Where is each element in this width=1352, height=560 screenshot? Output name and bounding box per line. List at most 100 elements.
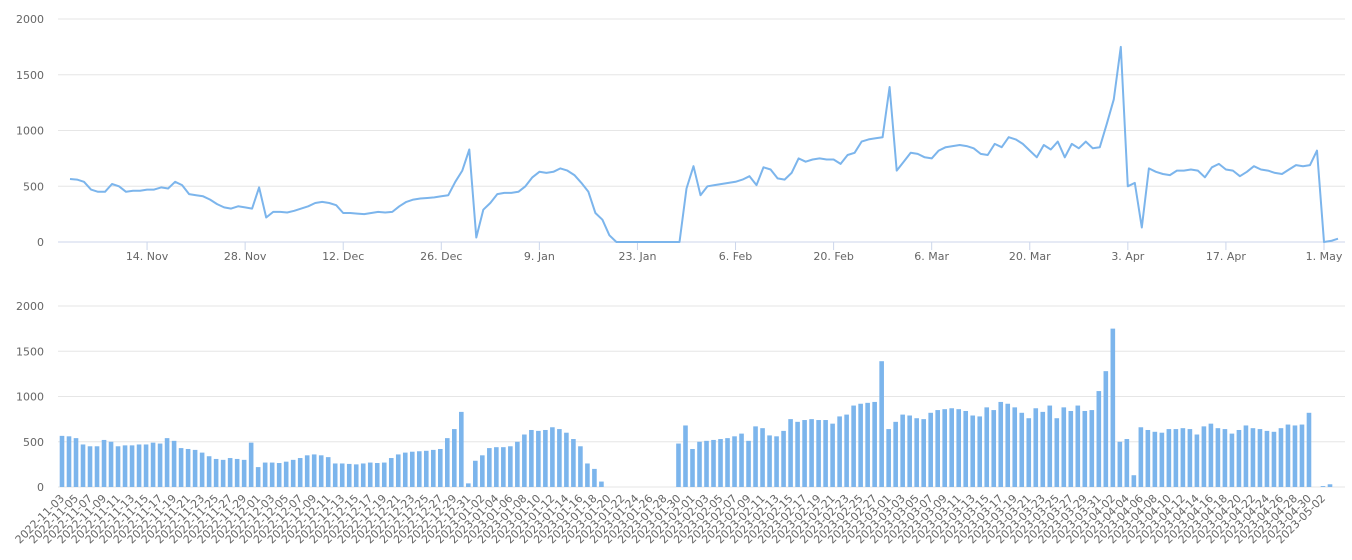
bar bbox=[1159, 432, 1165, 487]
bar bbox=[339, 463, 345, 487]
bar bbox=[1131, 475, 1137, 487]
bar bbox=[914, 418, 919, 487]
bar bbox=[1082, 410, 1088, 487]
bar bbox=[466, 483, 471, 487]
bar bbox=[1005, 403, 1011, 487]
bar bbox=[409, 451, 415, 487]
bar bbox=[1012, 407, 1018, 487]
bar bbox=[1278, 428, 1284, 487]
bar bbox=[206, 456, 212, 487]
bar bbox=[802, 420, 807, 487]
bar bbox=[739, 433, 744, 487]
bar bbox=[1110, 328, 1116, 487]
bar bbox=[1054, 418, 1060, 487]
bar bbox=[129, 445, 135, 487]
bar bbox=[213, 458, 219, 487]
bar bbox=[1236, 429, 1242, 487]
x-tick-label: 6. Feb bbox=[719, 250, 752, 263]
bar bbox=[171, 440, 177, 487]
y-tick-label: 0 bbox=[37, 481, 44, 494]
bar bbox=[332, 463, 338, 487]
bar bbox=[690, 448, 695, 487]
bar bbox=[963, 410, 969, 487]
bar bbox=[823, 420, 828, 487]
bar bbox=[1306, 412, 1312, 487]
bar bbox=[1180, 428, 1186, 487]
bar bbox=[1285, 424, 1291, 487]
bar bbox=[1173, 429, 1179, 487]
bar bbox=[115, 446, 121, 487]
bar bbox=[1271, 431, 1277, 487]
bar bbox=[1201, 426, 1207, 487]
x-tick-label: 26. Dec bbox=[420, 250, 462, 263]
x-tick-label: 20. Mar bbox=[1009, 250, 1051, 263]
bar bbox=[998, 401, 1004, 487]
bar bbox=[157, 443, 163, 487]
bar bbox=[1299, 424, 1305, 487]
y-tick-label: 500 bbox=[23, 436, 44, 449]
bar bbox=[1040, 411, 1046, 487]
bar bbox=[423, 450, 429, 487]
bar bbox=[304, 455, 310, 487]
bar bbox=[1068, 410, 1074, 487]
y-tick-label: 1000 bbox=[16, 391, 44, 404]
bar bbox=[977, 416, 983, 487]
bar bbox=[459, 411, 464, 487]
bar bbox=[1117, 441, 1123, 487]
bar bbox=[367, 462, 373, 487]
bar bbox=[199, 452, 205, 487]
bar bbox=[704, 440, 709, 487]
bar bbox=[360, 463, 366, 487]
bar bbox=[318, 455, 324, 487]
bar bbox=[725, 438, 730, 487]
bar bbox=[353, 464, 359, 487]
bar bbox=[73, 438, 79, 487]
bar bbox=[178, 448, 184, 487]
bar bbox=[1187, 429, 1193, 487]
bar bbox=[788, 419, 793, 487]
bar bbox=[711, 439, 716, 487]
bar bbox=[487, 448, 492, 487]
bar bbox=[445, 438, 450, 487]
bar bbox=[599, 481, 604, 487]
bar bbox=[136, 444, 142, 487]
bar bbox=[858, 403, 863, 487]
bar bbox=[1145, 429, 1151, 487]
y-tick-label: 2000 bbox=[16, 13, 44, 26]
bar bbox=[374, 463, 380, 487]
bar bbox=[297, 458, 303, 487]
bar bbox=[437, 448, 443, 487]
x-tick-label: 1. May bbox=[1306, 250, 1343, 263]
bar bbox=[1047, 405, 1053, 487]
bar bbox=[1103, 371, 1109, 487]
bar bbox=[1327, 484, 1333, 487]
bar bbox=[1138, 427, 1144, 487]
bar bbox=[683, 425, 688, 487]
bar bbox=[1089, 410, 1095, 487]
bar bbox=[676, 443, 681, 487]
bar bbox=[262, 462, 268, 487]
bar bbox=[753, 426, 758, 487]
bar bbox=[942, 409, 947, 487]
bar bbox=[283, 461, 289, 487]
bar bbox=[592, 468, 597, 487]
y-tick-label: 1000 bbox=[16, 125, 44, 138]
bar bbox=[1264, 430, 1270, 487]
bar bbox=[1215, 428, 1221, 487]
x-tick-label: 23. Jan bbox=[618, 250, 656, 263]
bar bbox=[185, 448, 191, 487]
bar bbox=[227, 458, 233, 487]
x-tick-label: 14. Nov bbox=[126, 250, 169, 263]
bar bbox=[879, 361, 884, 487]
bar bbox=[837, 416, 842, 487]
bar bbox=[87, 446, 93, 487]
bar bbox=[101, 439, 107, 487]
bar bbox=[795, 421, 800, 487]
bar bbox=[907, 415, 912, 487]
bar bbox=[276, 463, 282, 487]
bar bbox=[59, 435, 65, 487]
bar bbox=[935, 410, 940, 487]
bar bbox=[522, 434, 527, 487]
bar bbox=[1222, 429, 1228, 487]
bar bbox=[1229, 433, 1235, 487]
